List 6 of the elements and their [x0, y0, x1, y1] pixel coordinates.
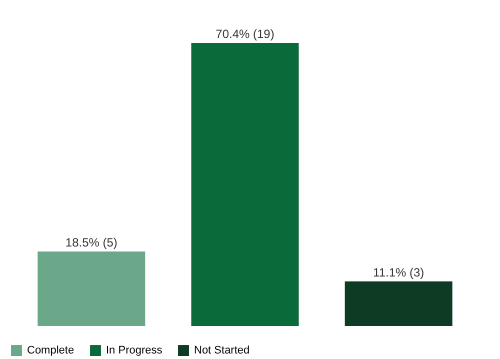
legend-label: Complete — [27, 344, 74, 357]
data-label: 70.4% (19) — [216, 27, 274, 41]
data-label: 11.1% (3) — [373, 265, 424, 280]
legend-label: In Progress — [106, 344, 163, 357]
data-label: 18.5% (5) — [65, 236, 118, 250]
legend-label: Not Started — [194, 344, 250, 357]
